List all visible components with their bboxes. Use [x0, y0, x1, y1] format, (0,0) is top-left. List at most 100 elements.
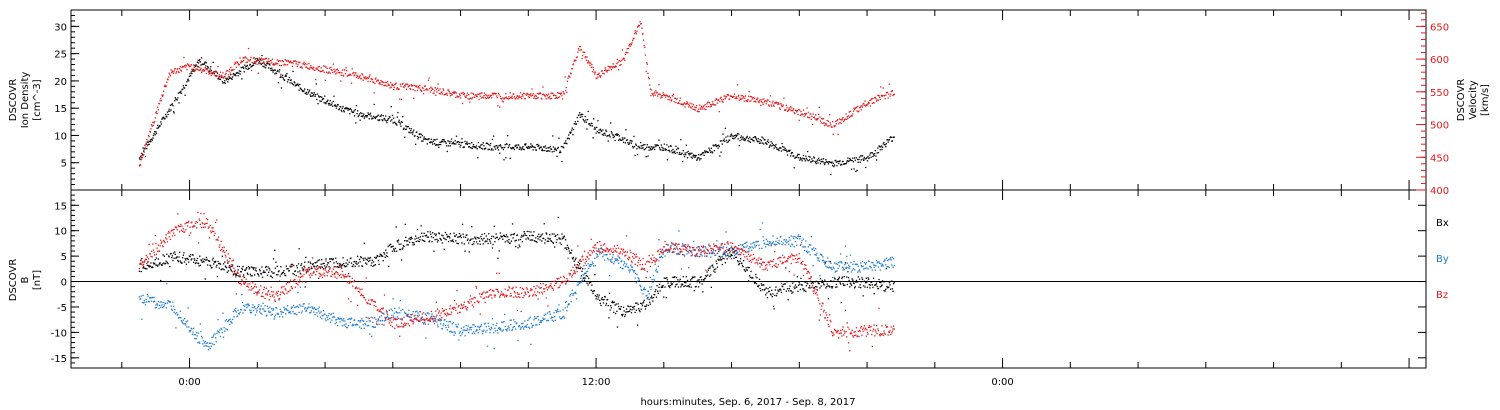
bx-point: [404, 240, 406, 242]
velocity-point: [606, 71, 608, 73]
bx-point: [505, 236, 507, 238]
by-point: [257, 307, 259, 309]
density-point: [534, 146, 536, 149]
bx-point: [396, 240, 398, 242]
density-point: [552, 135, 554, 137]
density-point: [808, 159, 811, 161]
velocity-point: [641, 27, 643, 29]
bx-point: [143, 266, 145, 268]
bx-point: [551, 233, 553, 235]
velocity-point: [446, 92, 448, 94]
density-point: [658, 147, 661, 149]
density-point: [438, 146, 440, 148]
bx-point: [541, 240, 543, 242]
by-point: [501, 330, 503, 332]
bx-point: [320, 263, 322, 265]
by-point: [619, 257, 621, 259]
velocity-point: [275, 63, 278, 65]
velocity-point: [650, 94, 652, 97]
bx-point: [547, 237, 549, 239]
by-point: [713, 249, 715, 251]
density-point: [733, 138, 735, 140]
bx-point: [194, 259, 196, 261]
velocity-point: [880, 94, 883, 97]
velocity-point: [876, 99, 878, 101]
velocity-point: [589, 64, 591, 66]
density-point: [854, 157, 856, 159]
by-point: [183, 323, 185, 325]
velocity-point: [817, 117, 819, 120]
density-point: [794, 157, 796, 159]
velocity-point: [277, 60, 280, 62]
bx-point: [760, 283, 762, 285]
velocity-point: [399, 83, 401, 85]
density-point: [199, 58, 201, 61]
density-point: [310, 95, 312, 97]
bx-point: [738, 264, 740, 266]
by-point: [550, 316, 553, 318]
bx-point: [159, 262, 161, 264]
velocity-point: [787, 109, 789, 112]
velocity-point: [307, 67, 309, 69]
velocity-point: [350, 82, 353, 84]
velocity-point: [566, 80, 569, 82]
by-point: [545, 297, 547, 299]
bx-point: [175, 256, 178, 258]
top-right-tick-label: 500: [1430, 121, 1449, 132]
velocity-point: [831, 126, 833, 128]
velocity-point: [763, 101, 765, 103]
bx-point: [173, 257, 175, 259]
bx-point: [190, 259, 192, 261]
density-point: [697, 154, 700, 156]
velocity-point: [561, 95, 563, 97]
bx-point: [183, 261, 186, 263]
velocity-point: [702, 106, 705, 108]
by-point: [633, 270, 636, 272]
by-point: [484, 322, 486, 325]
density-point: [668, 149, 670, 151]
density-point: [338, 109, 340, 111]
bx-point: [750, 270, 752, 273]
bx-point: [280, 266, 282, 268]
by-point: [327, 315, 330, 317]
by-point: [378, 323, 380, 325]
density-point: [715, 143, 717, 146]
density-point: [866, 160, 869, 162]
bx-point: [324, 267, 326, 269]
density-point: [561, 160, 563, 163]
velocity-point: [286, 64, 289, 66]
velocity-point: [757, 100, 759, 102]
by-point: [650, 288, 652, 291]
by-point: [243, 309, 245, 311]
bx-point: [694, 286, 697, 288]
bx-point: [448, 236, 450, 238]
density-point: [771, 145, 773, 147]
density-point: [696, 159, 698, 161]
density-point: [635, 144, 637, 146]
density-point: [515, 145, 517, 147]
bx-point: [737, 261, 739, 263]
density-point: [625, 129, 627, 131]
velocity-point: [834, 125, 836, 127]
velocity-point: [368, 76, 370, 78]
velocity-point: [824, 124, 826, 127]
by-point: [664, 255, 666, 257]
density-point: [179, 92, 181, 94]
by-point: [644, 288, 647, 291]
density-point: [735, 134, 737, 136]
density-point: [842, 160, 844, 162]
top-right-tick-label: 450: [1430, 153, 1449, 164]
by-point: [344, 325, 347, 327]
by-point: [144, 304, 147, 306]
by-point: [448, 321, 450, 323]
velocity-point: [604, 67, 606, 69]
velocity-point: [336, 68, 339, 70]
bx-point: [223, 269, 225, 271]
velocity-point: [738, 94, 740, 96]
bx-point: [719, 259, 721, 261]
bx-point: [647, 304, 650, 307]
density-point: [491, 148, 493, 150]
density-point: [173, 112, 175, 114]
velocity-point: [754, 97, 756, 99]
by-point: [458, 332, 461, 334]
